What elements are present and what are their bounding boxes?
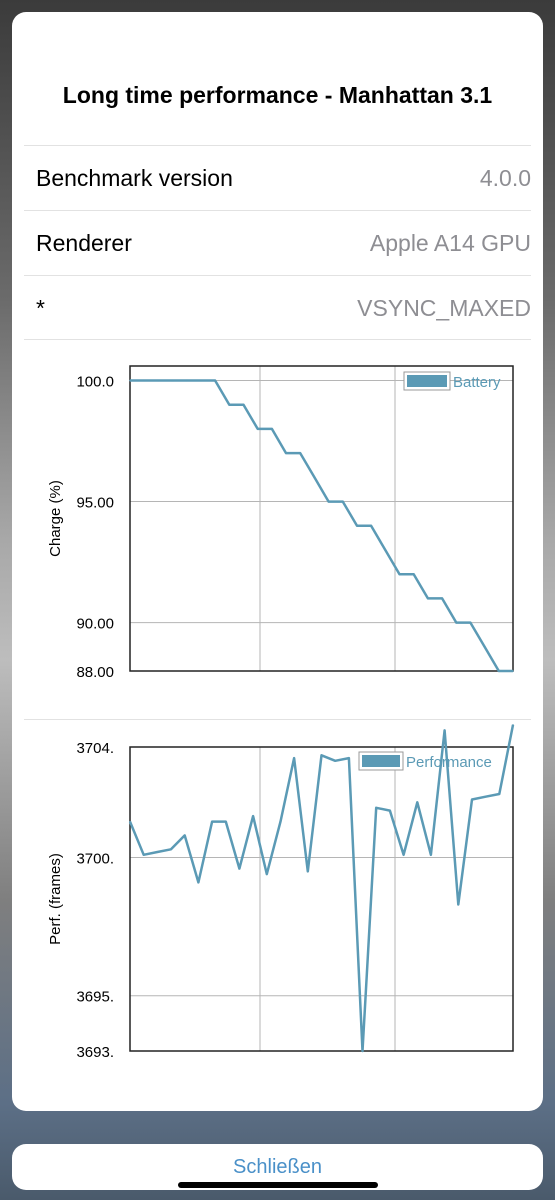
data-point (265, 873, 268, 875)
data-point (299, 452, 302, 454)
data-point (455, 621, 458, 624)
data-point (142, 853, 145, 856)
data-point (279, 820, 282, 823)
data-point (412, 573, 415, 575)
info-row-renderer: Renderer Apple A14 GPU (24, 210, 531, 275)
data-point (242, 403, 245, 406)
data-point (457, 903, 460, 906)
data-point (171, 379, 174, 382)
data-point (185, 379, 188, 382)
data-point (228, 403, 231, 406)
data-point (129, 379, 131, 382)
data-point (200, 379, 202, 382)
data-point (197, 881, 200, 884)
performance-chart: 3704. 3700. 3695. 3693. Perf. (frames) Perfor… (47, 724, 515, 1061)
legend-swatch (362, 755, 400, 767)
data-point (156, 851, 159, 853)
data-point (483, 645, 486, 648)
plot-frame (129, 746, 514, 1052)
info-row-label: Benchmark version (36, 165, 233, 191)
legend-swatch (407, 375, 447, 387)
data-point (361, 1050, 364, 1052)
data-point (271, 428, 273, 430)
legend-label: Performance (406, 754, 492, 771)
data-point (293, 757, 295, 759)
data-point (389, 809, 391, 812)
data-point (183, 834, 186, 837)
data-point (256, 428, 259, 430)
data-point (498, 793, 501, 795)
legend-label: Battery (453, 374, 501, 391)
data-point (427, 597, 429, 600)
data-point (327, 500, 330, 503)
y-tick-label: 88.00 (76, 664, 114, 681)
data-point (224, 820, 227, 823)
y-tick-label: 3695. (76, 989, 114, 1006)
data-point (512, 724, 514, 726)
data-point (370, 524, 372, 527)
data-point (214, 379, 216, 382)
y-tick-label: 3704. (76, 740, 114, 757)
data-point (484, 795, 487, 798)
performance-chart-container: 3704. 3700. 3695. 3693. Perf. (frames) Perfor… (24, 719, 531, 1061)
home-indicator (178, 1182, 378, 1188)
data-point (170, 848, 172, 851)
data-point (441, 597, 443, 600)
y-tick-label: 3693. (76, 1044, 114, 1060)
data-point (334, 760, 336, 762)
data-point (512, 670, 514, 672)
info-row-asterisk: * VSYNC_MAXED (24, 275, 531, 340)
data-point (356, 524, 358, 527)
data-point (307, 870, 309, 873)
data-point (384, 549, 387, 551)
y-tick-label: 3700. (76, 851, 114, 868)
battery-chart: 100.0 95.00 90.00 88.00 Charge (%) Battery (47, 365, 514, 681)
data-point (471, 798, 473, 801)
benchmark-detail-sheet: Long time performance - Manhattan 3.1 Be… (12, 12, 543, 1111)
y-tick-label: 90.00 (76, 616, 114, 633)
battery-chart-container: 100.0 95.00 90.00 88.00 Charge (%) Battery (24, 339, 531, 720)
y-tick-label: 95.00 (76, 495, 114, 512)
data-point (285, 452, 287, 454)
data-point (348, 757, 350, 759)
plot-frame (129, 365, 514, 672)
close-button[interactable]: Schließen (233, 1156, 322, 1178)
info-row-label: Renderer (36, 230, 132, 256)
data-point (313, 476, 316, 479)
data-point (443, 729, 446, 732)
series-line (128, 724, 515, 1053)
data-point (402, 853, 405, 856)
y-axis-label: Charge (%) (47, 480, 64, 557)
data-point (498, 670, 500, 672)
data-point (398, 573, 401, 575)
data-point (341, 500, 344, 503)
data-point (129, 820, 131, 823)
data-point (143, 379, 145, 382)
data-point (252, 815, 254, 817)
data-point (320, 754, 323, 757)
series-line (130, 379, 513, 673)
data-point (469, 621, 472, 624)
sheet-title: Long time performance - Manhattan 3.1 (62, 82, 493, 108)
y-tick-label: 100.0 (76, 374, 114, 391)
info-row-value: 4.0.0 (479, 165, 531, 191)
info-row-label: * (36, 295, 45, 321)
data-point (375, 807, 378, 809)
info-row-value: Apple A14 GPU (369, 230, 531, 256)
data-point (211, 820, 213, 823)
data-point (430, 853, 432, 856)
y-axis-label: Perf. (frames) (47, 853, 64, 945)
data-point (416, 801, 419, 804)
info-row-benchmark-version: Benchmark version 4.0.0 (24, 145, 531, 210)
info-row-value: VSYNC_MAXED (357, 295, 531, 321)
data-point (238, 867, 241, 870)
data-point (157, 379, 160, 382)
